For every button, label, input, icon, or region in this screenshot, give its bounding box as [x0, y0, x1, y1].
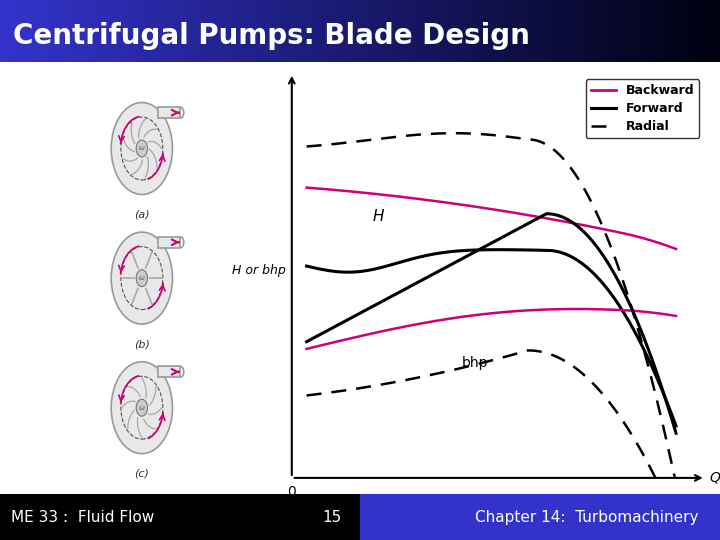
Text: (c): (c) [135, 469, 149, 479]
Text: Centrifugal Pumps: Blade Design: Centrifugal Pumps: Blade Design [13, 22, 530, 50]
Text: ME 33 :  Fluid Flow: ME 33 : Fluid Flow [11, 510, 154, 524]
Text: H: H [373, 209, 384, 224]
Circle shape [136, 399, 148, 416]
Bar [0, 494, 360, 540]
Text: Q: Q [709, 471, 720, 485]
Circle shape [111, 362, 173, 454]
Text: $\omega$: $\omega$ [138, 145, 145, 152]
Text: 15: 15 [323, 510, 342, 524]
Text: $\omega$: $\omega$ [138, 404, 145, 411]
Bar [158, 367, 180, 377]
Bar [158, 237, 180, 248]
Bar [360, 494, 720, 540]
Circle shape [136, 269, 148, 287]
Bar [158, 107, 180, 118]
Circle shape [111, 232, 173, 324]
Circle shape [111, 103, 173, 194]
Text: bhp: bhp [462, 356, 488, 370]
Text: 0: 0 [287, 485, 296, 499]
Circle shape [136, 140, 148, 157]
Text: Chapter 14:  Turbomachinery: Chapter 14: Turbomachinery [475, 510, 698, 524]
Text: (b): (b) [134, 339, 150, 349]
Text: H or bhp: H or bhp [233, 264, 287, 276]
Text: (a): (a) [134, 210, 150, 220]
Legend: Backward, Forward, Radial: Backward, Forward, Radial [586, 79, 699, 138]
Text: $\omega$: $\omega$ [138, 274, 145, 282]
